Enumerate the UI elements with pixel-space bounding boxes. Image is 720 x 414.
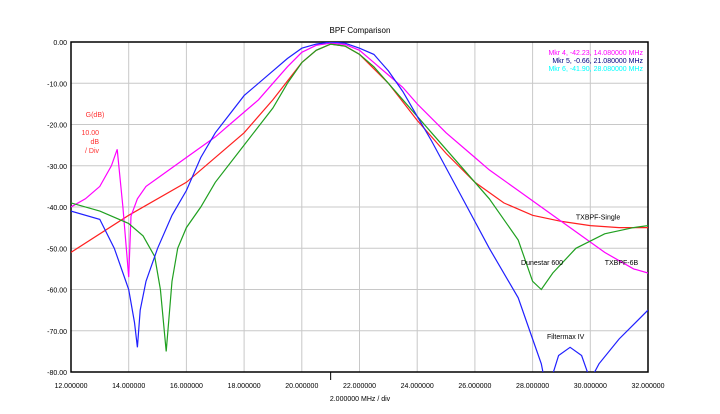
x-axis-label: 2.000000 MHz / div — [330, 396, 391, 403]
x-tick-label: 26.000000 — [458, 383, 491, 390]
y-tick-label: -20.00 — [47, 123, 67, 130]
x-tick-label: 30.000000 — [574, 383, 607, 390]
series-label: Filtermax IV — [547, 334, 585, 341]
series-line-txbpf-single — [71, 43, 648, 253]
y-tick-label: -70.00 — [47, 329, 67, 336]
x-tick-label: 12.000000 — [54, 383, 87, 390]
x-tick-label: 24.000000 — [401, 383, 434, 390]
y-tick-label: -30.00 — [47, 164, 67, 171]
x-tick-label: 20.000000 — [285, 383, 318, 390]
scale-label: / Div — [85, 148, 100, 155]
series-label: TXBPF-6B — [605, 260, 639, 267]
x-tick-label: 16.000000 — [170, 383, 203, 390]
x-tick-label: 22.000000 — [343, 383, 376, 390]
y-tick-label: -60.00 — [47, 288, 67, 295]
x-tick-label: 14.000000 — [112, 383, 145, 390]
x-tick-label: 18.000000 — [228, 383, 261, 390]
y-tick-label: -50.00 — [47, 246, 67, 253]
y-tick-label: 0.00 — [53, 40, 67, 47]
series-line-txbpf-6b — [71, 42, 648, 278]
x-tick-label: 28.000000 — [516, 383, 549, 390]
y-tick-label: -40.00 — [47, 205, 67, 212]
marker-readout: Mkr 6, -41.90, 28.080000 MHz — [548, 66, 643, 73]
scale-label: dB — [90, 139, 99, 146]
series-line-dunestar-600 — [71, 43, 648, 352]
chart-title: BPF Comparison — [330, 26, 391, 35]
scale-label: 10.00 — [81, 130, 99, 137]
series-line-filtermax-iv — [71, 42, 648, 372]
y-tick-label: -10.00 — [47, 81, 67, 88]
y-axis-label: G(dB) — [86, 112, 105, 119]
y-tick-label: -80.00 — [47, 370, 67, 377]
x-tick-label: 32.000000 — [631, 383, 664, 390]
series-label: Dunestar 600 — [521, 260, 563, 267]
series-label: TXBPF-Single — [576, 214, 620, 221]
marker-readout: Mkr 5, -0.66, 21.080000 MHz — [552, 58, 643, 65]
marker-readout: Mkr 4, -42.23, 14.080000 MHz — [548, 50, 643, 57]
